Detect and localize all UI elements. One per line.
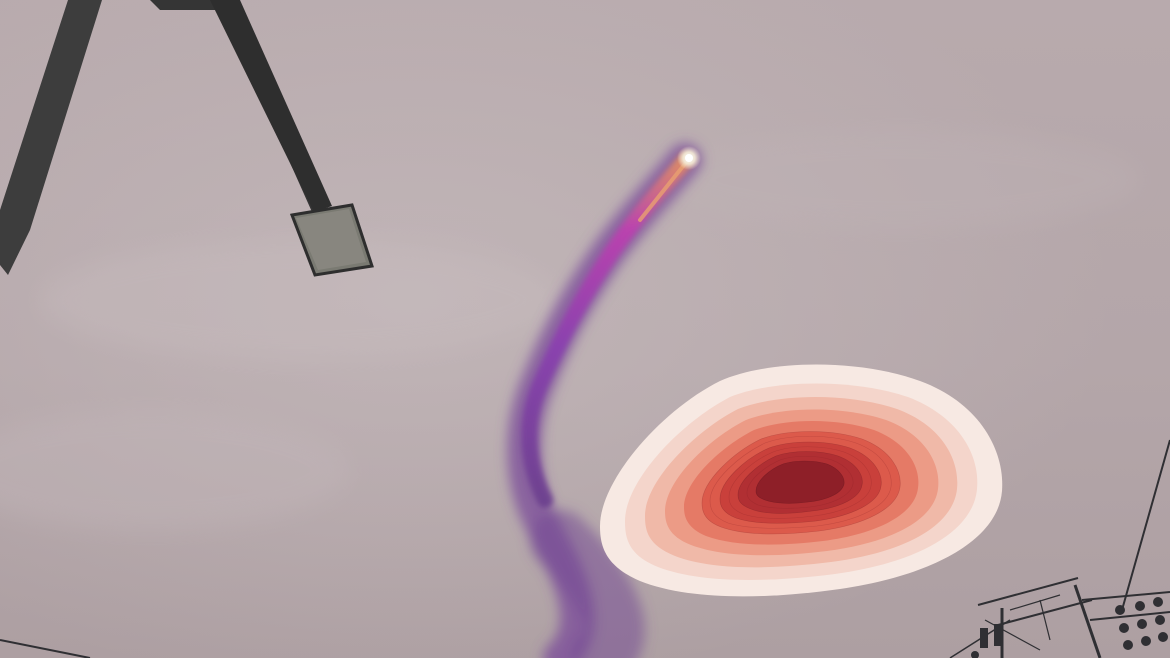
density-heatmap-icon [600,364,1003,597]
rocket-trail-icon [507,143,702,658]
clouds [0,130,1140,530]
street-lamp-icon [0,0,374,277]
heat-contour-9 [755,460,845,504]
power-line-icon [0,439,1170,658]
